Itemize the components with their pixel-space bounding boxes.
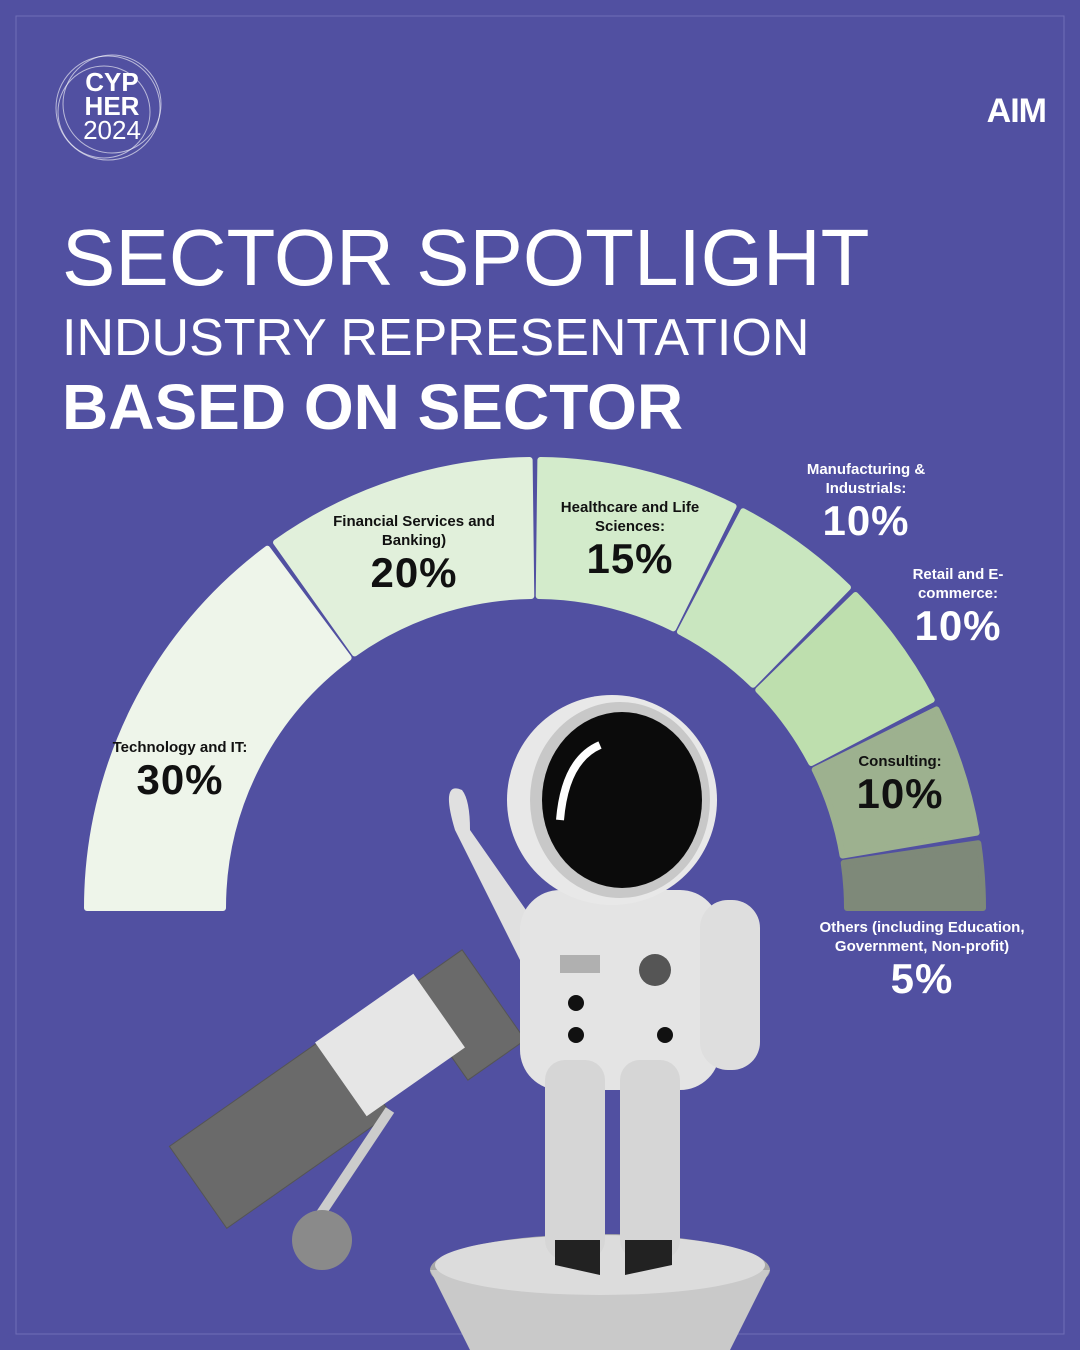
value-label: 20% — [370, 549, 458, 596]
event-logo: CYP HER 2024 — [62, 67, 162, 145]
data-label: Retail and E-commerce: 10% — [898, 565, 1018, 649]
data-label: Others (including Education, Government,… — [802, 918, 1042, 1002]
logo-rings — [55, 54, 162, 161]
data-label: Technology and IT: 30% — [80, 738, 280, 803]
sector-segment — [273, 457, 535, 657]
logo-line: CYP — [85, 67, 139, 97]
sector-segment — [840, 840, 986, 911]
sector-segment — [535, 457, 737, 632]
value-label: 10% — [856, 770, 944, 817]
brand-logo: AIM — [986, 92, 1047, 130]
value-label: 15% — [586, 535, 674, 582]
logo-line: 2024 — [83, 115, 141, 145]
sector-segment — [676, 508, 851, 688]
category-label: Retail and E-commerce: — [912, 566, 1004, 602]
value-label: 10% — [822, 497, 910, 544]
category-label: Consulting: — [858, 753, 942, 770]
data-label: Manufacturing & Industrials: 10% — [791, 460, 941, 544]
data-label: Healthcare and Life Sciences: 15% — [560, 498, 700, 582]
astronaut-illustration — [168, 695, 770, 1350]
data-label: Consulting: 10% — [840, 752, 960, 817]
logo-line: HER — [84, 91, 140, 121]
data-label: Financial Services and Banking) 20% — [329, 512, 499, 596]
sector-segment — [755, 592, 935, 767]
chart-title: SECTOR SPOTLIGHT — [62, 213, 870, 302]
value-label: 30% — [136, 756, 224, 803]
value-label: 5% — [890, 955, 954, 1002]
category-label: Others (including Education, Government,… — [819, 919, 1025, 955]
sector-segment — [84, 545, 352, 911]
value-label: 10% — [914, 602, 1002, 649]
chart-subtitle: INDUSTRY REPRESENTATION — [62, 309, 810, 367]
chart-heading: BASED ON SECTOR — [62, 371, 684, 443]
category-label: Manufacturing & Industrials: — [806, 461, 926, 497]
sector-segment — [811, 706, 980, 859]
category-label: Financial Services and Banking) — [333, 513, 495, 549]
category-label: Healthcare and Life Sciences: — [560, 499, 700, 535]
category-label: Technology and IT: — [112, 739, 248, 756]
